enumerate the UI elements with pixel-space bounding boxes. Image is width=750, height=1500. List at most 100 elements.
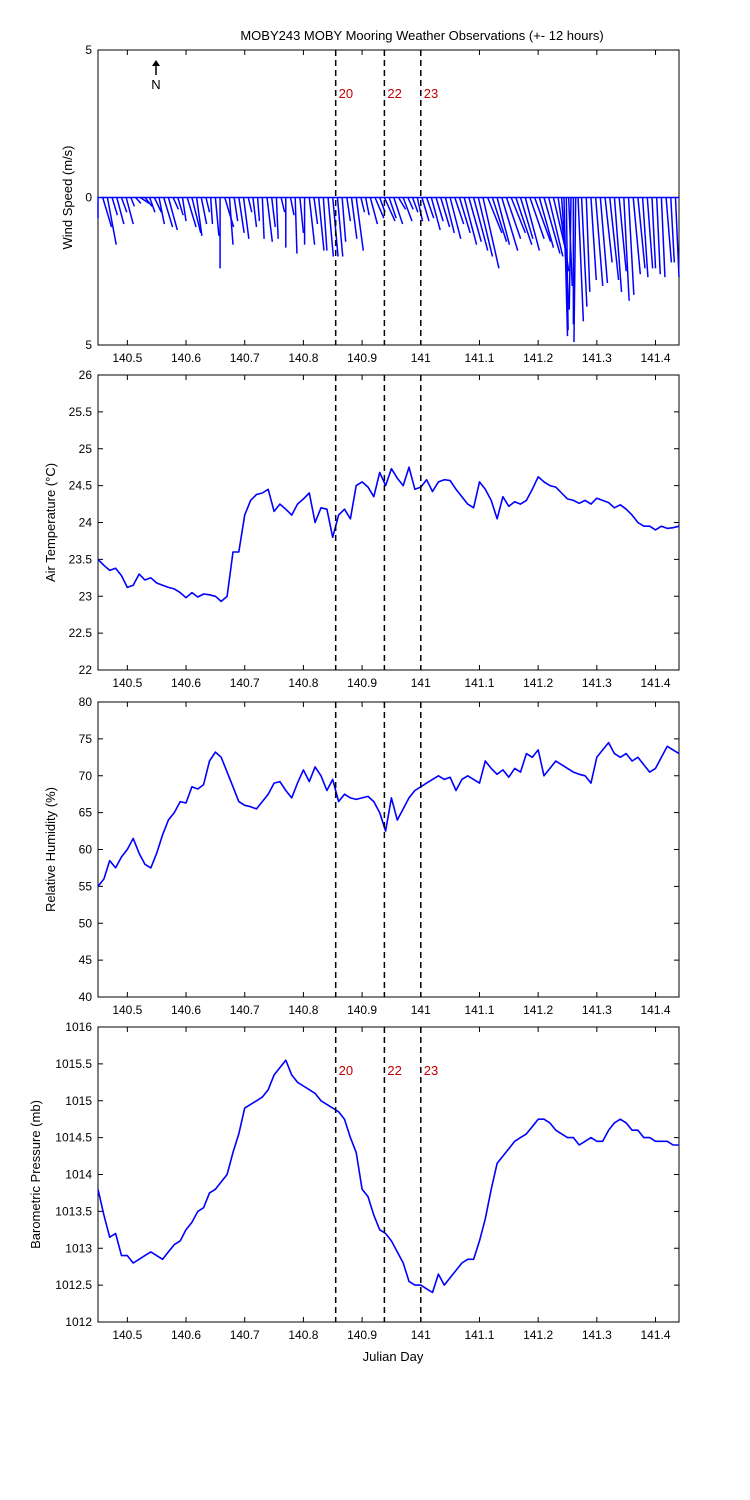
x-tick-label: 141.3 bbox=[582, 351, 612, 365]
event-marker-label: 22 bbox=[387, 86, 401, 101]
wind-vector bbox=[135, 196, 142, 204]
x-tick-label: 140.9 bbox=[347, 1003, 377, 1017]
wind-vector bbox=[383, 197, 396, 222]
wind-vector bbox=[421, 197, 430, 222]
wind-vector bbox=[670, 197, 676, 263]
x-tick-label: 140.8 bbox=[288, 676, 318, 690]
wind-vector bbox=[486, 197, 503, 234]
y-tick-label: 1016 bbox=[65, 1020, 92, 1034]
y-tick-label: 70 bbox=[79, 769, 93, 783]
wind-vector bbox=[416, 197, 424, 222]
wind-vector bbox=[294, 197, 298, 254]
x-tick-label: 141.2 bbox=[523, 351, 553, 365]
wind-vector bbox=[435, 197, 444, 222]
y-tick-label: 25 bbox=[79, 442, 93, 456]
wind-vector bbox=[510, 197, 527, 234]
x-tick-label: 140.8 bbox=[288, 1003, 318, 1017]
wind-vector bbox=[116, 197, 125, 225]
y-tick-label: 23 bbox=[79, 589, 93, 603]
wind-vector bbox=[101, 197, 113, 228]
wind-vector bbox=[247, 197, 253, 213]
wind-vector bbox=[280, 197, 286, 213]
wind-vector bbox=[568, 197, 572, 310]
wind-vector bbox=[144, 197, 153, 207]
wind-vector bbox=[200, 197, 208, 225]
x-tick-label: 140.9 bbox=[347, 1328, 377, 1342]
wind-vector bbox=[172, 197, 180, 210]
wind-vector bbox=[543, 197, 561, 254]
y-tick-label: 22 bbox=[79, 663, 93, 677]
y-tick-label: 45 bbox=[79, 953, 93, 967]
y-tick-label: 65 bbox=[79, 806, 93, 820]
y-tick-label: 55 bbox=[79, 879, 93, 893]
y-tick-label: 1012 bbox=[65, 1315, 92, 1329]
wind-vector bbox=[346, 197, 352, 222]
wind-vector bbox=[388, 197, 397, 219]
wind-vector bbox=[275, 197, 279, 239]
wind-vector bbox=[594, 197, 604, 287]
wind-vector bbox=[407, 197, 414, 210]
wind-vector bbox=[463, 197, 478, 245]
wind-vector bbox=[256, 197, 261, 222]
wind-vector bbox=[177, 197, 184, 216]
wind-vector bbox=[468, 197, 483, 242]
wind-vector bbox=[604, 197, 613, 263]
panel-1: 140.5 140.6 140.7 140.8 140.9 141 141.1 141.2 14… bbox=[60, 43, 680, 365]
wind-vector bbox=[350, 197, 358, 239]
wind-vector bbox=[618, 197, 627, 272]
wind-vector bbox=[637, 197, 646, 269]
x-tick-label: 140.5 bbox=[112, 1328, 142, 1342]
wind-vector bbox=[163, 197, 174, 228]
wind-vector bbox=[393, 197, 404, 225]
wind-vector bbox=[655, 197, 661, 275]
wind-vector bbox=[186, 197, 197, 228]
wind-vector bbox=[651, 197, 657, 269]
wind-vector bbox=[609, 197, 620, 281]
x-tick-label: 141.3 bbox=[582, 676, 612, 690]
wind-vector bbox=[106, 197, 117, 245]
y-tick-label: 24.5 bbox=[69, 479, 93, 493]
x-tick-label: 141.2 bbox=[523, 1003, 553, 1017]
wind-vector bbox=[519, 197, 534, 240]
wind-vector bbox=[369, 197, 379, 225]
wind-vector bbox=[565, 197, 569, 331]
x-tick-label: 140.8 bbox=[288, 351, 318, 365]
y-tick-label: 5 bbox=[85, 43, 92, 57]
y-tick-label: 24 bbox=[79, 516, 93, 530]
wind-vector bbox=[238, 197, 245, 234]
wind-vector bbox=[454, 197, 465, 225]
panels-group: 140.5 140.6 140.7 140.8 140.9 141 141.1 141.2 14… bbox=[28, 43, 680, 1342]
y-axis-label: Relative Humidity (%) bbox=[43, 787, 58, 912]
x-tick-label: 140.5 bbox=[112, 676, 142, 690]
wind-vector bbox=[224, 197, 235, 228]
wind-vector bbox=[191, 197, 202, 234]
event-marker-label: 23 bbox=[424, 1063, 438, 1078]
wind-vector bbox=[299, 197, 305, 233]
y-axis-label: Wind Speed (m/s) bbox=[60, 145, 75, 249]
wind-vector bbox=[627, 197, 635, 295]
wind-vector bbox=[364, 197, 370, 216]
wind-vector bbox=[378, 197, 386, 213]
wind-vector bbox=[491, 197, 508, 242]
wind-vector bbox=[308, 197, 316, 245]
x-tick-label: 140.6 bbox=[171, 351, 201, 365]
wind-vector bbox=[547, 197, 564, 257]
north-arrowhead-icon bbox=[152, 60, 160, 66]
wind-vector bbox=[646, 197, 654, 269]
wind-vector bbox=[153, 197, 163, 213]
wind-vector bbox=[505, 197, 522, 240]
x-tick-label: 141 bbox=[411, 1328, 431, 1342]
wind-vector bbox=[397, 197, 407, 210]
wind-vector bbox=[139, 196, 150, 205]
y-axis-label: Barometric Pressure (mb) bbox=[28, 1100, 43, 1249]
wind-vector bbox=[181, 197, 187, 222]
wind-vector bbox=[402, 197, 413, 222]
wind-vector bbox=[524, 197, 541, 251]
wind-vector bbox=[195, 197, 203, 236]
wind-vector bbox=[660, 197, 666, 278]
wind-vector bbox=[573, 197, 577, 343]
x-tick-label: 140.7 bbox=[230, 676, 260, 690]
wind-vector bbox=[313, 197, 319, 225]
panel-3: 140.5 140.6 140.7 140.8 140.9 141 141.1 141.2 14… bbox=[43, 695, 680, 1017]
